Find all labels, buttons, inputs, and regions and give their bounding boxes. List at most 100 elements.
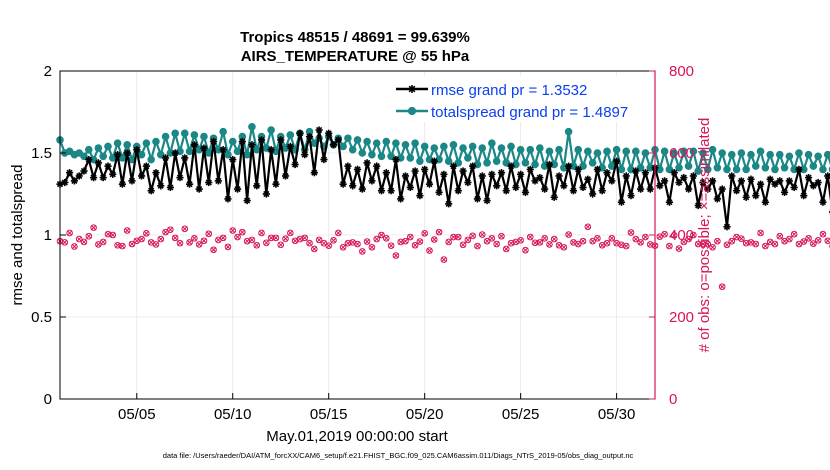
spread-point <box>430 144 439 152</box>
obs-assimilated-point <box>532 240 538 246</box>
spread-point <box>756 147 765 156</box>
obs-possible-point <box>627 229 635 236</box>
obs-assimilated-point <box>815 237 821 244</box>
rmse-point <box>257 136 266 144</box>
legend: rmse grand pr = 1.3532 totalspread grand… <box>392 76 652 122</box>
obs-assimilated-point <box>177 240 183 246</box>
y2-tick-label-1: 200 <box>669 309 694 326</box>
obs-assimilated-point <box>81 239 87 245</box>
obs-possible-point <box>200 237 208 245</box>
obs-assimilated-point <box>321 240 327 246</box>
obs-assimilated-point <box>402 238 409 244</box>
rmse-point <box>229 155 237 164</box>
rmse-point <box>579 183 587 192</box>
x-tick-label-1: 05/10 <box>214 406 252 423</box>
obs-assimilated-point <box>455 234 462 240</box>
obs-assimilated-point <box>753 241 759 247</box>
obs-possible-point <box>800 238 808 245</box>
obs-possible-point <box>594 234 601 242</box>
spread-point <box>252 145 261 154</box>
spread-point <box>411 139 419 147</box>
obs-possible-point <box>685 235 692 243</box>
y-tick-label-4: 2 <box>44 63 52 80</box>
obs-possible-point <box>680 238 688 246</box>
rmse-point <box>349 182 357 190</box>
spread-point <box>152 137 160 146</box>
obs-assimilated-point <box>474 243 481 249</box>
spread-point <box>454 159 463 167</box>
spread-point <box>368 150 376 159</box>
spread-point <box>353 136 362 144</box>
rmse-point <box>776 177 784 185</box>
rmse-point <box>305 133 314 141</box>
obs-assimilated-point <box>143 230 150 237</box>
obs-possible-point <box>718 283 726 290</box>
legend-rmse-star <box>408 85 416 93</box>
spread-point <box>488 139 496 147</box>
rmse-point <box>804 174 813 182</box>
spread-point <box>94 144 103 152</box>
obs-possible-point <box>819 230 827 238</box>
obs-possible-point <box>493 240 500 248</box>
obs-possible-point <box>167 226 174 233</box>
x-tick-label-2: 05/15 <box>310 406 348 423</box>
y2-tick-label-4: 800 <box>669 63 694 80</box>
spread-point <box>723 165 731 174</box>
rmse-point <box>747 175 755 183</box>
obs-possible-point <box>550 235 558 243</box>
rmse-point <box>771 180 779 188</box>
spread-point <box>382 137 391 146</box>
legend-rmse-marker <box>408 85 416 93</box>
obs-assimilated-point <box>311 246 318 252</box>
rmse-point <box>550 193 558 201</box>
obs-possible-point <box>354 240 361 248</box>
obs-possible-point <box>205 230 213 238</box>
obs-possible-point <box>474 242 481 250</box>
obs-possible-point <box>219 234 227 242</box>
rmse-point <box>517 170 525 178</box>
rmse-point <box>737 177 745 185</box>
spread-point <box>526 145 535 154</box>
rmse-point <box>358 185 366 193</box>
obs-possible-point <box>301 234 309 242</box>
obs-possible-point <box>119 242 126 250</box>
obs-possible-point <box>382 234 390 242</box>
obs-assimilated-point <box>503 246 510 252</box>
spread-point <box>180 129 189 138</box>
obs-assimilated-point <box>517 237 524 244</box>
obs-assimilated-point <box>354 241 361 247</box>
spread-point <box>694 167 702 175</box>
obs-assimilated-point <box>484 238 490 244</box>
spread-point <box>555 145 563 154</box>
spread-point <box>344 134 352 143</box>
obs-assimilated-point <box>772 241 778 247</box>
obs-possible-point <box>344 239 352 247</box>
obs-possible-point <box>267 234 275 242</box>
rmse-point <box>301 151 309 159</box>
spread-point <box>636 163 645 172</box>
rmse-point <box>430 157 438 165</box>
spread-point <box>444 157 453 165</box>
obs-assimilated-point <box>229 227 236 234</box>
spread-point <box>574 145 583 154</box>
obs-assimilated-point <box>676 245 682 252</box>
rmse-point <box>622 172 630 180</box>
obs-possible-point <box>229 227 237 234</box>
obs-possible-point <box>243 237 251 245</box>
obs-assimilated-point <box>158 236 164 242</box>
obs-assimilated-point <box>431 236 438 243</box>
obs-assimilated-point <box>637 239 644 246</box>
rmse-point <box>756 180 765 188</box>
rmse-point <box>137 172 146 180</box>
spread-point <box>622 147 631 156</box>
spread-point <box>713 163 722 172</box>
rmse-point <box>392 155 400 164</box>
obs-assimilated-point <box>119 243 126 249</box>
obs-possible-point <box>397 238 404 246</box>
obs-assimilated-point <box>330 237 337 244</box>
spread-point <box>775 150 784 159</box>
obs-assimilated-point <box>561 244 567 251</box>
spread-point <box>531 160 539 169</box>
obs-possible-point <box>306 239 313 247</box>
rmse-point <box>526 165 534 173</box>
